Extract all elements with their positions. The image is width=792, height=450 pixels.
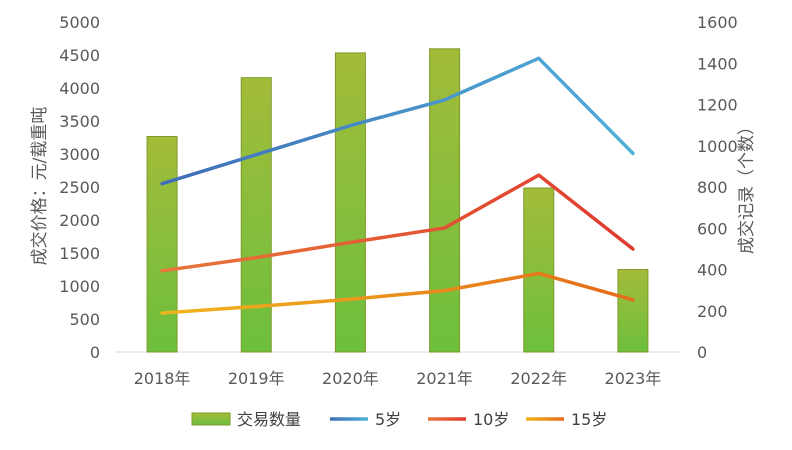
lines	[160, 56, 635, 315]
y-tick-label: 3000	[59, 145, 100, 164]
y2-axis-title: 成交记录（个数）	[737, 118, 757, 254]
y2-tick-label: 400	[697, 261, 728, 280]
y-tick-label: 5000	[59, 13, 100, 32]
x-tick-label: 2022年	[510, 369, 567, 388]
legend-item-line: 5岁	[330, 410, 401, 429]
legend-item-bar: 交易数量	[191, 410, 301, 429]
legend: 交易数量 5岁 10岁 15岁	[191, 410, 607, 429]
y2-tick-label: 1200	[697, 96, 738, 115]
y-tick-label: 500	[69, 310, 100, 329]
series-line	[160, 271, 635, 315]
x-tick-label: 2020年	[322, 369, 379, 388]
y-tick-label: 1500	[59, 244, 100, 263]
series-line	[160, 56, 635, 186]
legend-label: 15岁	[571, 410, 607, 429]
legend-label: 交易数量	[237, 410, 301, 429]
x-tick-label: 2021年	[416, 369, 473, 388]
bar	[523, 187, 555, 353]
y-tick-label: 2500	[59, 178, 100, 197]
y2-tick-label: 800	[697, 178, 728, 197]
y-tick-label: 3500	[59, 112, 100, 131]
bar	[617, 269, 649, 353]
y2-tick-label: 1400	[697, 54, 738, 73]
x-tick-label: 2023年	[605, 369, 662, 388]
x-tick-label: 2019年	[228, 369, 285, 388]
y-tick-label: 0	[90, 343, 100, 362]
left-axis: 0 500 1000 1500 2000 2500 3000 3500 4000 4500 5000	[59, 13, 100, 362]
bar	[240, 77, 272, 353]
y2-tick-label: 600	[697, 219, 728, 238]
bar	[146, 135, 178, 353]
legend-swatch	[191, 412, 231, 426]
series-line	[160, 173, 635, 273]
y-tick-label: 4000	[59, 79, 100, 98]
y-tick-label: 4500	[59, 46, 100, 65]
legend-label: 10岁	[473, 410, 509, 429]
x-tick-label: 2018年	[134, 369, 191, 388]
legend-item-line: 10岁	[428, 410, 509, 429]
right-axis: 0 200 400 600 800 1000 1200 1400 1600	[697, 13, 738, 362]
y2-tick-label: 1600	[697, 13, 738, 32]
y-tick-label: 2000	[59, 211, 100, 230]
x-axis: 2018年 2019年 2020年 2021年 2022年 2023年	[134, 369, 662, 388]
y-tick-label: 1000	[59, 277, 100, 296]
bars	[146, 48, 649, 353]
y-axis-title: 成交价格：元/载重吨	[30, 107, 50, 266]
bar	[334, 52, 366, 353]
y2-tick-label: 200	[697, 302, 728, 321]
legend-item-line: 15岁	[526, 410, 607, 429]
legend-label: 5岁	[375, 410, 401, 429]
y2-tick-label: 1000	[697, 137, 738, 156]
y2-tick-label: 0	[697, 343, 707, 362]
